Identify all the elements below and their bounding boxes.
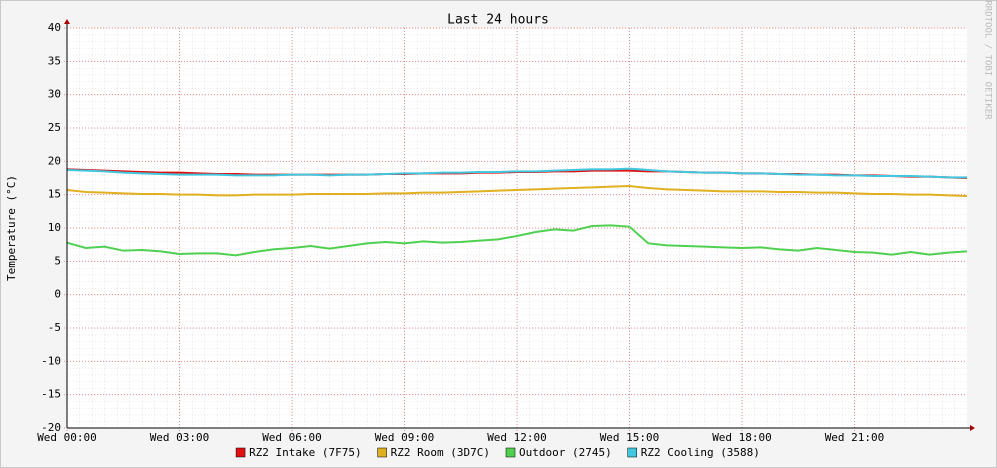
y-axis-label: Temperature (°C) <box>5 175 18 281</box>
legend-label: RZ2 Room (3D7C) <box>391 446 490 459</box>
y-tick-label: -20 <box>41 421 61 434</box>
series-line <box>66 184 968 197</box>
x-axis-arrow <box>970 425 975 431</box>
y-tick-label: 40 <box>48 21 61 34</box>
x-tick-label: Wed 15:00 <box>600 431 660 444</box>
watermark: RRDTOOL / TOBI OETIKER <box>983 0 993 120</box>
x-tick-label: Wed 21:00 <box>825 431 885 444</box>
x-tick-label: Wed 00:00 <box>37 431 97 444</box>
legend-swatch <box>627 447 637 458</box>
series-line <box>66 224 968 257</box>
chart-title: Last 24 hours <box>447 13 549 28</box>
y-tick-label: 15 <box>48 188 61 201</box>
lines <box>66 167 968 257</box>
legend-label: Outdoor (2745) <box>519 446 612 459</box>
y-tick-label: 20 <box>48 154 61 167</box>
legend-swatch <box>505 447 516 458</box>
x-tick-label: Wed 09:00 <box>375 431 435 444</box>
legend-label: RZ2 Cooling (3588) <box>641 446 760 459</box>
x-tick-label: Wed 12:00 <box>487 431 547 444</box>
legend-swatch <box>377 447 387 458</box>
x-tick-label: Wed 03:00 <box>150 431 210 444</box>
y-tick-label: -5 <box>48 321 61 334</box>
y-axis-arrow <box>64 19 70 24</box>
legend-swatch <box>235 447 246 458</box>
y-tick-label: 0 <box>54 288 61 301</box>
y-tick-label: 10 <box>48 221 61 234</box>
legend-label: RZ2 Intake (7F75) <box>249 446 362 459</box>
x-tick-label: Wed 06:00 <box>262 431 322 444</box>
y-tick-label: 5 <box>54 254 61 267</box>
x-tick-label: Wed 18:00 <box>712 431 772 444</box>
y-tick-label: 25 <box>48 121 61 134</box>
series-line <box>66 167 967 179</box>
y-tick-label: -15 <box>41 388 61 401</box>
y-tick-label: 35 <box>48 54 61 67</box>
y-tick-label: 30 <box>48 88 61 101</box>
y-tick-label: -10 <box>41 354 61 367</box>
